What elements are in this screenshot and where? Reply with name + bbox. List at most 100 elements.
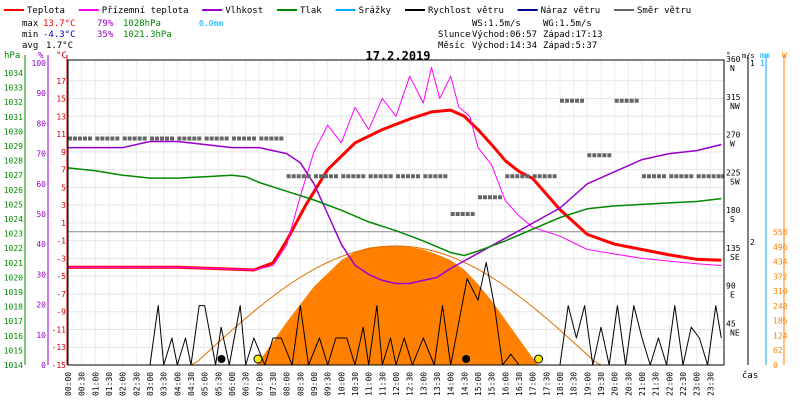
sun-set: Západ:17:13	[543, 30, 603, 40]
stat-max-temp: 13.7°C	[43, 19, 76, 29]
humidity-tick-10: 100	[32, 59, 47, 68]
x-tick-7: 03:30	[160, 372, 169, 396]
moon-label: Měsíc	[438, 41, 465, 51]
direction-tick-deg-2: 270	[726, 131, 741, 140]
wind-tick-0: 2	[750, 238, 755, 247]
plot-area	[67, 59, 725, 366]
x-tick-5: 02:30	[132, 372, 141, 396]
pressure-tick-15: 1029	[4, 142, 23, 151]
series-line-2	[68, 140, 722, 285]
moon-rise: Východ:14:34	[472, 41, 537, 51]
x-tick-24: 12:00	[392, 372, 401, 396]
solar-tick-7: 124	[773, 331, 788, 340]
legend-label-0: Teplota	[27, 6, 65, 16]
stat-min-temp: -4.3°C	[43, 30, 76, 40]
solar-tick-4: 310	[773, 287, 788, 296]
solar-tick-5: 248	[773, 302, 788, 311]
stat-min-hum: 35%	[97, 30, 114, 40]
pressure-tick-2: 1016	[4, 332, 23, 341]
temperature-tick-10: 5	[61, 183, 66, 192]
x-tick-41: 20:30	[624, 372, 633, 396]
temperature-tick-8: 1	[61, 219, 66, 228]
temperature-tick-15: 15	[56, 95, 66, 104]
direction-tick-deg-5: 135	[726, 244, 741, 253]
humidity-tick-5: 50	[36, 210, 46, 219]
direction-tick-deg-0: 360	[726, 55, 741, 64]
x-tick-40: 20:00	[611, 372, 620, 396]
moonset-marker	[217, 355, 226, 363]
pressure-tick-8: 1022	[4, 244, 23, 253]
x-tick-3: 01:30	[105, 372, 114, 396]
x-tick-47: 23:30	[706, 372, 715, 396]
pressure-tick-4: 1018	[4, 303, 23, 312]
solar-tick-9: 0	[773, 361, 778, 370]
x-tick-10: 05:00	[201, 372, 210, 396]
stat-avg-label: avg	[22, 41, 38, 51]
x-tick-34: 17:00	[529, 372, 538, 396]
legend-label-3: Tlak	[300, 6, 322, 16]
temperature-tick-13: 11	[56, 130, 66, 139]
moonrise-marker	[462, 355, 471, 363]
wind-gust-info: WG:1.5m/s	[543, 19, 592, 29]
x-tick-31: 15:30	[488, 372, 497, 396]
x-tick-37: 18:30	[570, 372, 579, 396]
direction-tick-deg-7: 45	[726, 319, 736, 328]
legend-label-4: Srážky	[359, 6, 392, 16]
x-tick-46: 23:00	[693, 372, 702, 396]
pressure-tick-16: 1030	[4, 127, 23, 136]
humidity-tick-9: 90	[36, 89, 46, 98]
series-line-1	[68, 66, 722, 271]
humidity-tick-3: 30	[36, 270, 46, 279]
solar-axis-unit: W	[782, 51, 787, 60]
x-tick-29: 14:30	[460, 372, 469, 396]
x-tick-30: 15:00	[474, 372, 483, 396]
wind-axis-unit: m/s	[742, 52, 755, 60]
solar-theoretical-line	[190, 245, 602, 366]
temperature-tick-16: 17	[56, 77, 66, 86]
x-tick-42: 21:00	[638, 372, 647, 396]
x-tick-21: 10:30	[351, 372, 360, 396]
direction-axis-unit: °	[726, 51, 731, 60]
x-axis-label: čas	[742, 370, 758, 381]
x-tick-32: 16:00	[501, 372, 510, 396]
pressure-tick-14: 1028	[4, 157, 23, 166]
pressure-tick-20: 1034	[4, 69, 23, 78]
direction-tick-dir-2: W	[730, 140, 735, 149]
series-line-0	[68, 108, 722, 272]
x-tick-16: 08:00	[283, 372, 292, 396]
pressure-tick-13: 1027	[4, 171, 23, 180]
x-tick-35: 17:30	[542, 372, 551, 396]
x-tick-20: 10:00	[337, 372, 346, 396]
legend-label-1: Přízemní teplota	[102, 6, 189, 16]
humidity-tick-1: 10	[36, 331, 46, 340]
direction-tick-deg-4: 180	[726, 206, 741, 215]
series-line-4	[68, 261, 722, 366]
legend-label-7: Směr větru	[637, 6, 691, 16]
rain-tick-0: 1	[760, 59, 765, 68]
series-line-3	[67, 167, 722, 257]
x-tick-18: 09:00	[310, 372, 319, 396]
x-tick-38: 19:00	[583, 372, 592, 396]
temperature-tick-4: -7	[56, 290, 66, 299]
solar-tick-3: 372	[773, 272, 788, 281]
temperature-tick-0: -15	[52, 361, 67, 370]
direction-tick-dir-1: NW	[730, 102, 740, 111]
solar-tick-0: 558	[773, 228, 788, 237]
temperature-tick-14: 13	[56, 112, 66, 121]
x-tick-1: 00:30	[78, 372, 87, 396]
stat-max-pres: 1028hPa	[123, 19, 161, 29]
x-tick-33: 16:30	[515, 372, 524, 396]
pressure-tick-1: 1015	[4, 346, 23, 355]
pressure-tick-18: 1032	[4, 98, 23, 107]
direction-tick-dir-6: E	[730, 291, 735, 300]
x-tick-8: 04:00	[173, 372, 182, 396]
legend: Teplota Přízemní teplota Vlhkost Tlak Srážky…	[4, 6, 691, 16]
pressure-tick-7: 1021	[4, 259, 23, 268]
temperature-tick-2: -11	[52, 325, 67, 334]
x-tick-14: 07:00	[255, 372, 264, 396]
humidity-tick-8: 80	[36, 119, 46, 128]
stat-avg-temp: 1.7°C	[46, 41, 73, 51]
x-tick-17: 08:30	[296, 372, 305, 396]
x-tick-0: 00:00	[64, 372, 73, 396]
x-tick-39: 19:30	[597, 372, 606, 396]
